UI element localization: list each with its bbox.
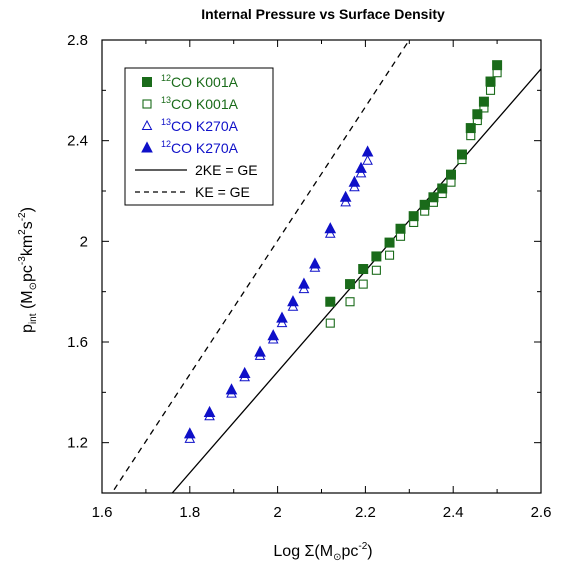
- data-point-square-open: [371, 265, 381, 275]
- data-point-square-filled: [492, 60, 503, 71]
- data-point-square-filled: [446, 169, 457, 180]
- data-point-triangle-filled: [183, 427, 196, 439]
- legend-label-text: CO K270A: [171, 140, 239, 156]
- x-axis-label-exp: -2: [358, 541, 367, 552]
- legend-label: 2KE = GE: [195, 162, 258, 178]
- y-axis-label: pint (M⊙pc-3km2s-2): [17, 207, 39, 333]
- y-axis-label-sun: ⊙: [28, 282, 39, 290]
- legend-symbol-square-filled: [142, 77, 152, 87]
- axes: 1.6 1.8 2 2.2 2.4 2.6 1.2 1.6 2 2.4 2.8: [67, 32, 551, 521]
- data-point-square-filled: [384, 237, 395, 248]
- x-axis-label-end: ): [367, 543, 372, 560]
- y-axis-label-km: km: [19, 235, 36, 256]
- data-point-triangle-filled: [298, 277, 310, 289]
- ke-ge-line: [111, 40, 410, 493]
- legend-symbol-square-open: [142, 99, 152, 109]
- legend-label: 12CO K001A: [161, 73, 239, 90]
- y-tick-label: 2.8: [67, 32, 88, 49]
- data-point-square-open: [485, 85, 496, 95]
- data-point-triangle-filled: [287, 295, 299, 307]
- data-point-square-filled: [472, 109, 483, 120]
- data-point-triangle-filled: [254, 345, 266, 357]
- y-axis-label-pc-exp: -3: [17, 256, 28, 265]
- data-point-triangle-filled: [348, 175, 361, 187]
- data-point-square-filled: [485, 76, 496, 87]
- y-axis-label-open: (M: [19, 290, 36, 313]
- x-tick-label: 2.2: [355, 504, 376, 521]
- data-point-square-open: [358, 279, 368, 289]
- data-point-square-open: [345, 297, 355, 307]
- data-point-square-filled: [478, 96, 489, 107]
- legend-label-text: CO K270A: [171, 118, 239, 134]
- data-point-triangle-filled: [225, 383, 238, 395]
- data-point-triangle-filled: [355, 161, 367, 173]
- data-point-square-filled: [408, 211, 419, 222]
- legend-label: 12CO K270A: [161, 139, 239, 156]
- data-points: [183, 60, 503, 443]
- legend-symbol-triangle-open: [141, 119, 153, 130]
- y-axis-label-close: ): [19, 207, 36, 212]
- y-axis-label-s-exp: -2: [17, 212, 28, 221]
- legend-label-text: CO K001A: [171, 96, 239, 112]
- data-point-triangle-filled: [309, 257, 321, 269]
- data-point-square-open: [325, 318, 335, 328]
- y-axis-label-km-exp: 2: [17, 229, 28, 235]
- data-point-triangle-filled: [203, 405, 216, 417]
- data-point-square-filled: [465, 123, 476, 134]
- legend-label-isotope: 13: [161, 117, 171, 127]
- reference-lines: [111, 40, 541, 493]
- data-point-square-filled: [395, 223, 406, 234]
- legend-label: 13CO K270A: [161, 117, 239, 134]
- y-axis-label-s: s: [19, 221, 36, 229]
- y-axis-label-int: int: [28, 313, 39, 324]
- y-axis-label-p: p: [19, 324, 36, 333]
- legend-label-isotope: 13: [161, 95, 171, 105]
- y-tick-label: 1.6: [67, 334, 88, 351]
- x-tick-label: 2.6: [531, 504, 552, 521]
- data-point-square-filled: [428, 192, 439, 203]
- data-point-triangle-filled: [276, 311, 288, 323]
- legend-label-text: CO K001A: [171, 74, 239, 90]
- y-tick-label: 1.2: [67, 435, 88, 452]
- data-point-square-filled: [437, 183, 448, 194]
- x-axis-label: Log Σ(M⊙pc-2): [273, 541, 372, 563]
- data-point-square-filled: [325, 296, 336, 307]
- data-point-square-filled: [358, 264, 369, 275]
- legend-label: KE = GE: [195, 184, 250, 200]
- data-point-triangle-filled: [339, 190, 352, 202]
- data-point-triangle-filled: [267, 329, 280, 341]
- chart-title: Internal Pressure vs Surface Density: [201, 6, 445, 22]
- x-tick-label: 2: [273, 504, 281, 521]
- data-point-triangle-filled: [324, 222, 337, 234]
- legend-label-isotope: 12: [161, 139, 171, 149]
- y-axis-label-pc: pc: [19, 265, 36, 282]
- x-axis-label-main: Log Σ(M: [273, 543, 333, 560]
- data-point-triangle-open: [362, 154, 373, 165]
- legend-box: [124, 67, 274, 206]
- legend-label: 13CO K001A: [161, 95, 239, 112]
- x-tick-label: 1.8: [179, 504, 200, 521]
- data-point-triangle-filled: [361, 145, 374, 157]
- y-tick-label: 2: [80, 233, 88, 250]
- data-point-square-open: [384, 250, 395, 260]
- y-tick-label: 2.4: [67, 133, 88, 150]
- two-ke-ge-line: [171, 68, 541, 493]
- legend-label-isotope: 12: [161, 73, 171, 83]
- data-point-square-filled: [345, 279, 356, 290]
- data-point-square-filled: [456, 149, 467, 160]
- legend-symbol-triangle-filled: [141, 141, 153, 153]
- x-axis-label-pc: pc: [341, 543, 358, 560]
- x-tick-label: 1.6: [92, 504, 113, 521]
- data-point-square-filled: [371, 251, 382, 262]
- x-tick-label: 2.4: [443, 504, 464, 521]
- data-point-triangle-filled: [238, 366, 251, 378]
- data-point-square-filled: [419, 199, 430, 210]
- x-axis-label-sun: ⊙: [333, 552, 341, 563]
